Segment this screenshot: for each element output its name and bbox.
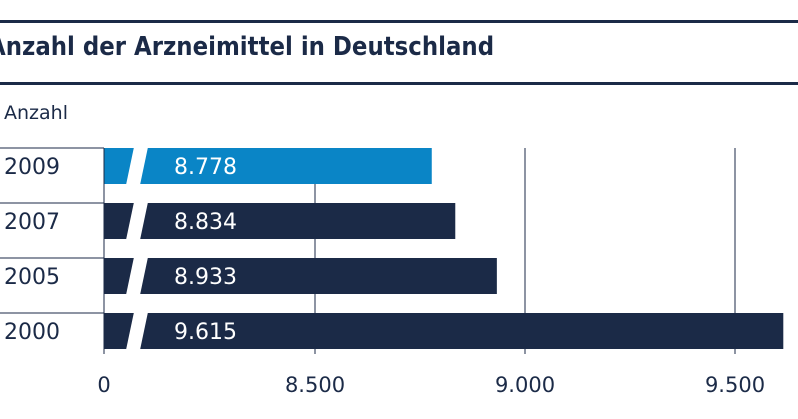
x-tick-label-8.500: 8.500	[285, 373, 345, 397]
category-label-2009: 2009	[4, 155, 60, 180]
value-label-2007: 8.834	[174, 210, 237, 235]
x-tick-label-9.500: 9.500	[705, 373, 765, 397]
top-rule	[0, 20, 798, 23]
x-tick-label-0: 0	[97, 373, 110, 397]
category-label-2007: 2007	[4, 210, 60, 235]
bar-2005	[104, 258, 497, 294]
value-label-2009: 8.778	[174, 155, 237, 180]
category-label-2000: 2000	[4, 320, 60, 345]
bar-2000	[104, 313, 784, 349]
bars-group: 8.778 2009 8.834 2007 8.933 2005 9.615 2000	[4, 147, 784, 350]
y-axis-unit-label: Anzahl	[4, 102, 68, 124]
axis-break-2005	[126, 257, 148, 295]
x-tick-label-9.000: 9.000	[495, 373, 555, 397]
value-label-2000: 9.615	[174, 320, 237, 345]
axis-break-2000	[126, 312, 148, 350]
x-axis: 0 8.500 9.000 9.500	[97, 148, 765, 397]
title-underline	[0, 82, 798, 85]
value-label-2005: 8.933	[174, 265, 237, 290]
bar-2007	[104, 203, 456, 239]
axis-break-2007	[126, 202, 148, 240]
category-label-2005: 2005	[4, 265, 60, 290]
axis-break-2009	[126, 147, 148, 185]
bar-chart: Anzahl 8.778 2009 8.834 2007 8.933 2005 9.615 2…	[0, 102, 784, 397]
bar-2009	[104, 148, 432, 184]
chart-title: Anzahl der Arzneimittel in Deutschland	[0, 32, 495, 62]
